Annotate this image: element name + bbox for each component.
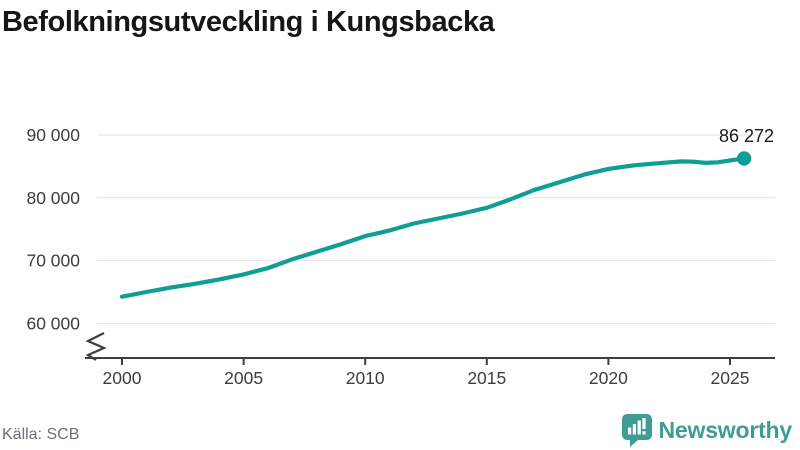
x-axis-tick-label: 2015	[467, 368, 506, 388]
source-attribution: Källa: SCB	[2, 426, 80, 443]
x-axis-tick-label: 2020	[589, 368, 628, 388]
population-series-line	[119, 156, 747, 299]
y-axis-tick-label: 80 000	[26, 188, 80, 208]
x-axis-tick-label: 2005	[224, 368, 263, 388]
chart-title: Befolkningsutveckling i Kungsbacka	[2, 6, 495, 38]
x-axis-tick-label: 2025	[711, 368, 750, 388]
x-axis-tick-label: 2010	[346, 368, 385, 388]
chart-footer: Källa: SCB Newsworthy	[0, 410, 792, 450]
newsworthy-logo: Newsworthy	[621, 413, 793, 447]
y-axis-tick-label: 70 000	[26, 251, 80, 271]
latest-value-dot	[736, 151, 752, 166]
newsworthy-wordmark: Newsworthy	[658, 416, 793, 443]
y-axis-tick-label: 90 000	[26, 125, 80, 145]
x-axis-tick-label: 2000	[103, 368, 142, 388]
y-axis-tick-label: 60 000	[26, 313, 80, 333]
latest-value-label: 86 272	[719, 126, 774, 146]
newsworthy-bubble-chart-icon	[621, 413, 652, 447]
axis-break-icon	[85, 332, 107, 361]
